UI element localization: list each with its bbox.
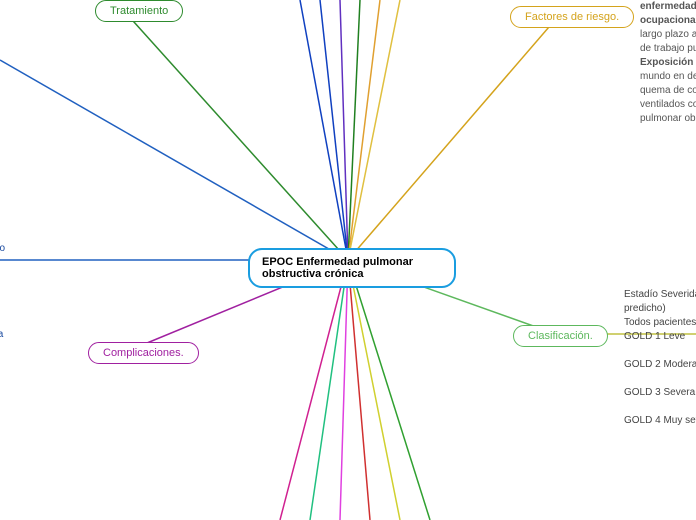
branch-tratamiento[interactable]: Tratamiento: [95, 0, 183, 22]
branch-clasificacion[interactable]: Clasificación.: [513, 325, 608, 347]
text-fragment-3: falta dea el corazón loción dela EPOCpad…: [0, 228, 5, 298]
branch-factores[interactable]: Factores de riesgo.: [510, 6, 634, 28]
branch-complicaciones[interactable]: Complicaciones.: [88, 342, 199, 364]
text-fragment-4: . La EPOCresfríos ePOC aumentasfrío seom…: [0, 300, 3, 370]
central-label: EPOC Enfermedad pulmonar obstructiva cró…: [262, 256, 413, 280]
central-node[interactable]: EPOC Enfermedad pulmonar obstructiva cró…: [248, 248, 456, 288]
text-fragment-8: Estadío Severidapredicho)Todos pacientes…: [624, 288, 696, 428]
text-fragment-7: enfermedad pocupacionalargo plazo a lde …: [640, 0, 696, 126]
